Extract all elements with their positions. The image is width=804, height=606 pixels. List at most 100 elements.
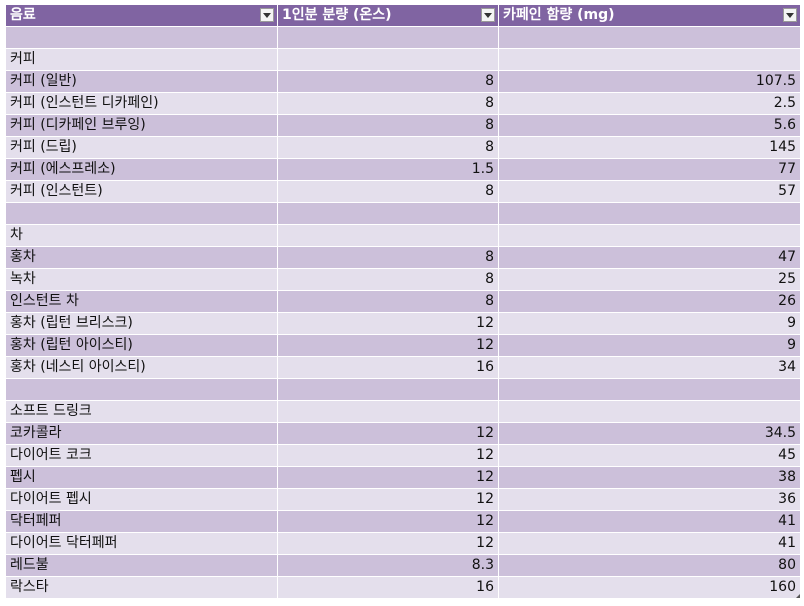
cell-caffeine[interactable]: 80 [499,555,800,577]
cell-caffeine[interactable]: 38 [499,467,800,489]
table-header-row: 음료 1인분 분량 (온스) 카페인 함량 (mg) [6,5,800,27]
table-row [6,27,800,49]
cell-beverage[interactable] [6,379,278,401]
cell-caffeine[interactable] [499,49,800,71]
table-row: 인스턴트 차 8 26 [6,291,800,313]
cell-serving[interactable] [278,203,499,225]
cell-beverage[interactable] [6,203,278,225]
cell-beverage[interactable]: 커피 (에스프레소) [6,159,278,181]
cell-beverage[interactable]: 커피 (드립) [6,137,278,159]
cell-beverage[interactable]: 코카콜라 [6,423,278,445]
column-header-serving-label: 1인분 분량 (온스) [282,7,392,23]
column-header-serving[interactable]: 1인분 분량 (온스) [278,5,499,27]
table-row: 다이어트 닥터페퍼 12 41 [6,533,800,555]
cell-caffeine[interactable]: 2.5 [499,93,800,115]
cell-caffeine[interactable]: 41 [499,511,800,533]
cell-beverage[interactable]: 커피 (인스턴트) [6,181,278,203]
cell-caffeine[interactable] [499,225,800,247]
cell-beverage[interactable]: 녹차 [6,269,278,291]
cell-caffeine-value: 160 [769,579,796,595]
cell-serving[interactable]: 8 [278,71,499,93]
cell-beverage[interactable]: 차 [6,225,278,247]
cell-beverage[interactable]: 홍차 (립턴 브리스크) [6,313,278,335]
cell-beverage[interactable]: 커피 (일반) [6,71,278,93]
cell-serving[interactable]: 16 [278,357,499,379]
cell-caffeine[interactable] [499,379,800,401]
cell-serving[interactable]: 8 [278,181,499,203]
cell-serving[interactable]: 12 [278,467,499,489]
cell-serving[interactable]: 8 [278,137,499,159]
cell-caffeine[interactable]: 47 [499,247,800,269]
cell-caffeine[interactable] [499,203,800,225]
filter-dropdown-icon[interactable] [481,8,495,22]
cell-serving[interactable] [278,49,499,71]
cell-beverage[interactable]: 홍차 (네스티 아이스티) [6,357,278,379]
cell-serving[interactable]: 12 [278,511,499,533]
table-body: 커피 커피 (일반) 8 107.5 커피 (인스턴트 디카페인) 8 2.5 커피 (디카페… [6,27,800,599]
cell-serving[interactable]: 8.3 [278,555,499,577]
cell-serving[interactable]: 12 [278,313,499,335]
table-row: 다이어트 코크 12 45 [6,445,800,467]
cell-beverage[interactable] [6,27,278,49]
cell-serving[interactable] [278,379,499,401]
table-row: 커피 (드립) 8 145 [6,137,800,159]
cell-caffeine[interactable]: 5.6 [499,115,800,137]
cell-caffeine[interactable]: 77 [499,159,800,181]
cell-caffeine[interactable]: 41 [499,533,800,555]
caffeine-table: 음료 1인분 분량 (온스) 카페인 함량 (mg) 커피 커피 (일반) 8 107… [6,5,800,599]
cell-beverage[interactable]: 커피 (디카페인 브루잉) [6,115,278,137]
cell-beverage[interactable]: 커피 [6,49,278,71]
cell-beverage[interactable]: 락스타 [6,577,278,599]
cell-beverage[interactable]: 인스턴트 차 [6,291,278,313]
cell-caffeine[interactable]: 160 [499,577,800,599]
cell-serving[interactable]: 1.5 [278,159,499,181]
cell-serving[interactable] [278,225,499,247]
cell-caffeine[interactable] [499,27,800,49]
cell-serving[interactable]: 16 [278,577,499,599]
column-header-caffeine-label: 카페인 함량 (mg) [503,7,615,23]
cell-beverage[interactable]: 홍차 (립턴 아이스티) [6,335,278,357]
cell-caffeine[interactable]: 107.5 [499,71,800,93]
cell-caffeine[interactable]: 34.5 [499,423,800,445]
cell-serving[interactable]: 12 [278,489,499,511]
cell-serving[interactable] [278,401,499,423]
cell-serving[interactable]: 12 [278,423,499,445]
table-row: 홍차 (립턴 아이스티) 12 9 [6,335,800,357]
cell-serving[interactable]: 8 [278,269,499,291]
cell-beverage[interactable]: 다이어트 코크 [6,445,278,467]
cell-serving[interactable]: 8 [278,291,499,313]
cell-caffeine[interactable]: 36 [499,489,800,511]
cell-serving[interactable]: 12 [278,533,499,555]
cell-caffeine[interactable]: 26 [499,291,800,313]
column-header-beverage[interactable]: 음료 [6,5,278,27]
cell-beverage[interactable]: 커피 (인스턴트 디카페인) [6,93,278,115]
cell-beverage[interactable]: 레드불 [6,555,278,577]
cell-beverage[interactable]: 홍차 [6,247,278,269]
cell-beverage[interactable]: 닥터페퍼 [6,511,278,533]
cell-caffeine[interactable]: 45 [499,445,800,467]
cell-caffeine[interactable]: 25 [499,269,800,291]
cell-beverage[interactable]: 다이어트 닥터페퍼 [6,533,278,555]
filter-dropdown-icon[interactable] [783,8,797,22]
table-row: 소프트 드링크 [6,401,800,423]
table-row: 홍차 8 47 [6,247,800,269]
table-resize-handle-icon[interactable] [796,594,800,598]
cell-serving[interactable]: 8 [278,115,499,137]
cell-beverage[interactable]: 펩시 [6,467,278,489]
cell-caffeine[interactable]: 34 [499,357,800,379]
table-row: 홍차 (네스티 아이스티) 16 34 [6,357,800,379]
filter-dropdown-icon[interactable] [260,8,274,22]
cell-caffeine[interactable]: 57 [499,181,800,203]
cell-caffeine[interactable] [499,401,800,423]
cell-serving[interactable]: 8 [278,93,499,115]
cell-serving[interactable]: 12 [278,335,499,357]
cell-beverage[interactable]: 다이어트 펩시 [6,489,278,511]
cell-caffeine[interactable]: 9 [499,335,800,357]
cell-serving[interactable]: 12 [278,445,499,467]
cell-beverage[interactable]: 소프트 드링크 [6,401,278,423]
cell-caffeine[interactable]: 145 [499,137,800,159]
cell-serving[interactable]: 8 [278,247,499,269]
cell-caffeine[interactable]: 9 [499,313,800,335]
cell-serving[interactable] [278,27,499,49]
column-header-caffeine[interactable]: 카페인 함량 (mg) [499,5,800,27]
